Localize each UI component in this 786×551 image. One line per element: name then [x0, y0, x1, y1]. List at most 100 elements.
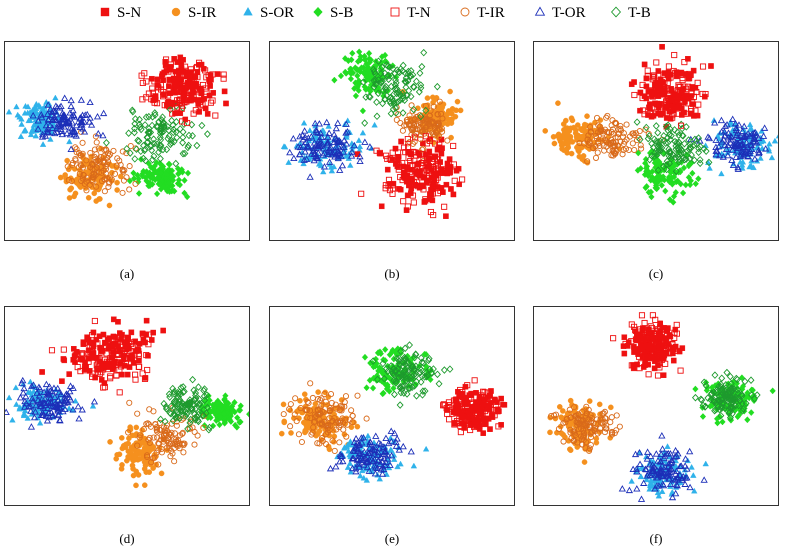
point-t-n: [196, 59, 203, 66]
point-t-ir: [566, 406, 573, 413]
point-t-n: [158, 86, 165, 93]
point-s-n: [462, 383, 469, 390]
point-s-ir: [291, 415, 297, 421]
point-s-ir: [97, 196, 103, 202]
point-t-or: [44, 129, 53, 136]
point-s-b: [650, 175, 657, 183]
point-t-n: [135, 363, 142, 370]
point-t-ir: [91, 153, 98, 161]
point-t-ir: [599, 135, 606, 142]
point-t-b: [654, 128, 662, 137]
point-t-or: [61, 405, 69, 412]
point-t-n: [489, 407, 497, 414]
point-t-or: [356, 152, 364, 160]
point-s-ir: [424, 95, 431, 101]
point-s-ir: [567, 397, 574, 404]
point-t-or: [748, 130, 756, 137]
point-t-ir: [140, 426, 147, 433]
point-t-or: [733, 147, 741, 154]
point-t-n: [684, 83, 692, 90]
point-t-b: [665, 148, 673, 156]
point-s-b: [386, 351, 393, 359]
point-s-or: [27, 389, 34, 395]
point-s-ir: [556, 404, 563, 410]
point-t-b: [675, 150, 683, 158]
point-t-n: [77, 368, 84, 375]
point-s-or: [394, 463, 401, 470]
point-t-b: [377, 77, 385, 86]
point-t-n: [89, 349, 96, 356]
point-t-b: [139, 154, 147, 163]
point-t-n: [187, 83, 194, 90]
point-t-b: [144, 128, 152, 137]
point-t-or: [342, 140, 351, 147]
point-t-ir: [89, 165, 96, 172]
point-t-or: [722, 145, 731, 153]
point-s-n: [423, 180, 430, 186]
point-t-or: [388, 451, 396, 459]
point-s-or: [347, 468, 355, 475]
point-t-or: [726, 139, 735, 146]
point-t-b: [382, 82, 390, 91]
point-t-or: [382, 434, 390, 442]
point-t-ir: [617, 138, 624, 145]
point-t-ir: [346, 416, 353, 423]
point-t-n: [440, 402, 447, 409]
point-t-b: [407, 92, 415, 101]
point-s-ir: [564, 150, 570, 156]
point-t-b: [394, 364, 402, 373]
cluster-t-n: [440, 377, 502, 436]
point-t-b: [186, 400, 194, 408]
point-t-ir: [620, 146, 627, 154]
point-t-or: [83, 110, 91, 118]
point-t-ir: [328, 399, 335, 406]
point-t-ir: [333, 426, 340, 433]
point-t-ir: [155, 461, 162, 468]
point-t-or: [86, 98, 94, 106]
point-s-b: [363, 73, 370, 81]
point-t-ir: [567, 426, 574, 433]
point-t-ir: [321, 391, 328, 398]
point-t-n: [194, 63, 201, 71]
point-s-ir: [547, 429, 553, 436]
point-t-b: [187, 405, 195, 413]
point-s-ir: [569, 117, 576, 124]
point-t-or: [43, 128, 51, 135]
point-t-or: [326, 148, 335, 156]
point-s-or: [13, 401, 20, 407]
cluster-t-ir: [576, 112, 666, 165]
point-t-b: [199, 411, 207, 419]
point-t-or: [77, 121, 86, 128]
point-t-b: [206, 423, 214, 432]
point-t-n: [422, 196, 429, 203]
point-t-b: [404, 67, 412, 76]
point-t-b: [134, 136, 142, 145]
point-s-or: [17, 133, 25, 139]
legend-marker-s-n: [100, 7, 110, 17]
point-t-or: [34, 117, 42, 124]
point-t-or: [705, 134, 714, 142]
point-t-ir: [329, 437, 336, 444]
point-t-b: [172, 414, 180, 422]
point-t-b: [700, 145, 708, 153]
point-t-or: [354, 445, 362, 452]
point-t-ir: [91, 165, 98, 172]
point-t-b: [198, 121, 206, 130]
panel-e: [269, 306, 515, 506]
point-t-or: [338, 452, 346, 459]
point-s-b: [176, 181, 184, 189]
point-s-b: [680, 164, 688, 172]
point-s-n: [448, 186, 454, 192]
point-s-ir: [584, 113, 590, 119]
point-t-ir: [93, 183, 100, 190]
point-s-ir: [315, 389, 321, 395]
point-s-b: [365, 49, 373, 57]
point-t-b: [406, 341, 414, 349]
cluster-t-n: [138, 56, 227, 127]
point-t-b: [435, 379, 443, 388]
point-s-or: [47, 136, 54, 142]
point-s-b: [714, 419, 721, 427]
point-s-ir: [301, 391, 308, 397]
point-t-or: [30, 413, 39, 421]
point-s-n: [204, 111, 211, 117]
